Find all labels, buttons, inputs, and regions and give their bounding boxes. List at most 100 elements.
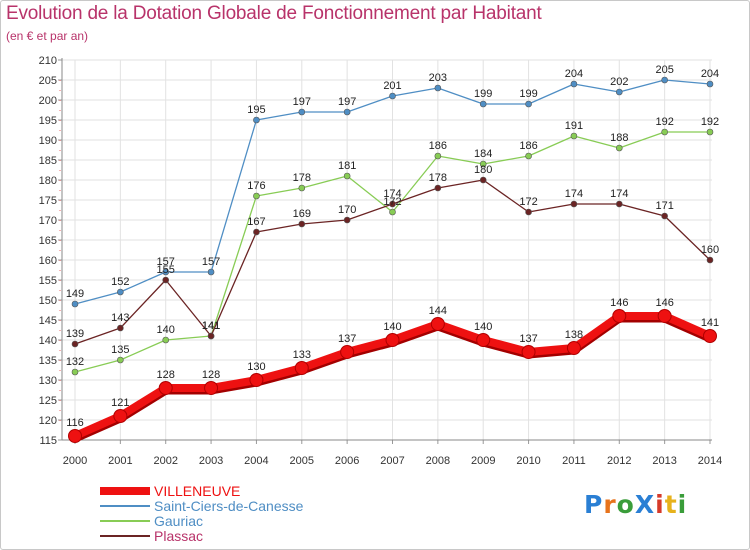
data-label: 174 (383, 188, 401, 200)
data-label: 121 (111, 397, 129, 409)
data-point (389, 92, 396, 100)
data-label: 174 (610, 188, 628, 200)
axes: 115 120 125 130 135 140 145 150 155 160 165 170 175 1… (39, 55, 723, 467)
data-label: 171 (655, 200, 673, 212)
x-tick-label: 2001 (108, 455, 132, 467)
data-point (385, 333, 400, 347)
data-label: 141 (202, 320, 220, 332)
data-point (661, 128, 668, 136)
data-point (113, 409, 128, 423)
data-point (298, 220, 306, 228)
data-label: 204 (701, 68, 719, 80)
data-label: 201 (383, 80, 401, 92)
data-point (479, 160, 487, 168)
data-point (117, 288, 124, 296)
data-point (703, 329, 717, 343)
logo-letter: X (634, 490, 656, 519)
x-tick-label: 2000 (63, 455, 87, 467)
legend-label: Plassac (154, 528, 204, 544)
data-point (162, 276, 170, 284)
data-label: 141 (202, 320, 220, 332)
data-labels: 149 152 157 157 195 197 197 201 203 199 199 204 202 2… (66, 64, 719, 429)
data-label: 141 (701, 317, 719, 329)
legend-swatch (100, 520, 150, 522)
y-tick-label: 130 (39, 375, 57, 387)
data-point (298, 184, 306, 192)
data-label: 197 (338, 96, 356, 108)
y-tick-label: 120 (39, 415, 57, 427)
data-point (204, 381, 219, 395)
line-chart: 115 120 125 130 135 140 145 150 155 160 165 170 175 1… (39, 55, 723, 467)
data-label: 140 (474, 321, 492, 333)
data-label: 192 (701, 116, 719, 128)
data-point (612, 309, 627, 323)
data-point (207, 332, 215, 340)
x-tick-label: 2004 (244, 455, 268, 467)
data-point (615, 88, 623, 96)
data-label: 199 (474, 88, 492, 100)
data-label: 188 (610, 132, 628, 144)
data-point (158, 381, 173, 395)
data-point (479, 176, 487, 184)
data-label: 184 (474, 148, 492, 160)
legend-label: Saint-Ciers-de-Canesse (154, 498, 304, 514)
data-label: 205 (655, 64, 673, 76)
data-label: 199 (519, 88, 537, 100)
logo-letter: o (616, 490, 635, 519)
data-label: 180 (474, 164, 492, 176)
data-point (706, 256, 714, 264)
data-point (566, 341, 581, 355)
data-label: 149 (66, 288, 84, 300)
y-tick-label: 160 (39, 255, 57, 267)
series-lines (68, 76, 717, 443)
data-point (706, 80, 714, 88)
y-tick-label: 135 (39, 355, 57, 367)
data-point (249, 373, 264, 387)
data-label: 139 (66, 328, 84, 340)
data-label: 178 (293, 172, 311, 184)
data-label: 137 (519, 333, 537, 345)
y-tick-label: 125 (39, 395, 57, 407)
x-tick-label: 2012 (607, 455, 631, 467)
data-label: 202 (610, 76, 628, 88)
proxiti-logo: ProXiti (584, 490, 687, 519)
data-label: 186 (519, 140, 537, 152)
data-point (476, 333, 491, 347)
data-label: 172 (519, 196, 537, 208)
data-point (162, 268, 170, 276)
data-point (253, 116, 260, 124)
data-point (657, 309, 672, 323)
data-label: 135 (111, 344, 129, 356)
data-point (570, 80, 578, 88)
data-label: 203 (429, 72, 447, 84)
data-point (162, 336, 170, 344)
x-tick-label: 2013 (652, 455, 676, 467)
chart-title: Evolution de la Dotation Globale de Fonc… (6, 3, 542, 24)
data-label: 143 (111, 312, 129, 324)
data-label: 172 (383, 196, 401, 208)
data-point (389, 208, 396, 216)
data-label: 132 (66, 356, 84, 368)
y-tick-label: 200 (39, 95, 57, 107)
data-label: 128 (202, 369, 220, 381)
data-point (340, 345, 355, 359)
grid-lines (62, 59, 712, 441)
x-tick-label: 2006 (335, 455, 359, 467)
y-tick-label: 140 (39, 335, 57, 347)
data-point (525, 208, 532, 216)
y-tick-label: 185 (39, 155, 57, 167)
y-tick-label: 175 (39, 195, 57, 207)
x-tick-label: 2005 (290, 455, 314, 467)
data-label: 137 (338, 333, 356, 345)
data-point (615, 200, 623, 208)
data-label: 195 (247, 104, 265, 116)
data-point (68, 429, 82, 443)
data-point (298, 108, 306, 116)
data-label: 140 (383, 321, 401, 333)
data-point (661, 76, 668, 84)
y-tick-label: 205 (39, 75, 57, 87)
data-point (253, 228, 260, 236)
y-tick-label: 195 (39, 115, 57, 127)
data-label: 167 (247, 216, 265, 228)
